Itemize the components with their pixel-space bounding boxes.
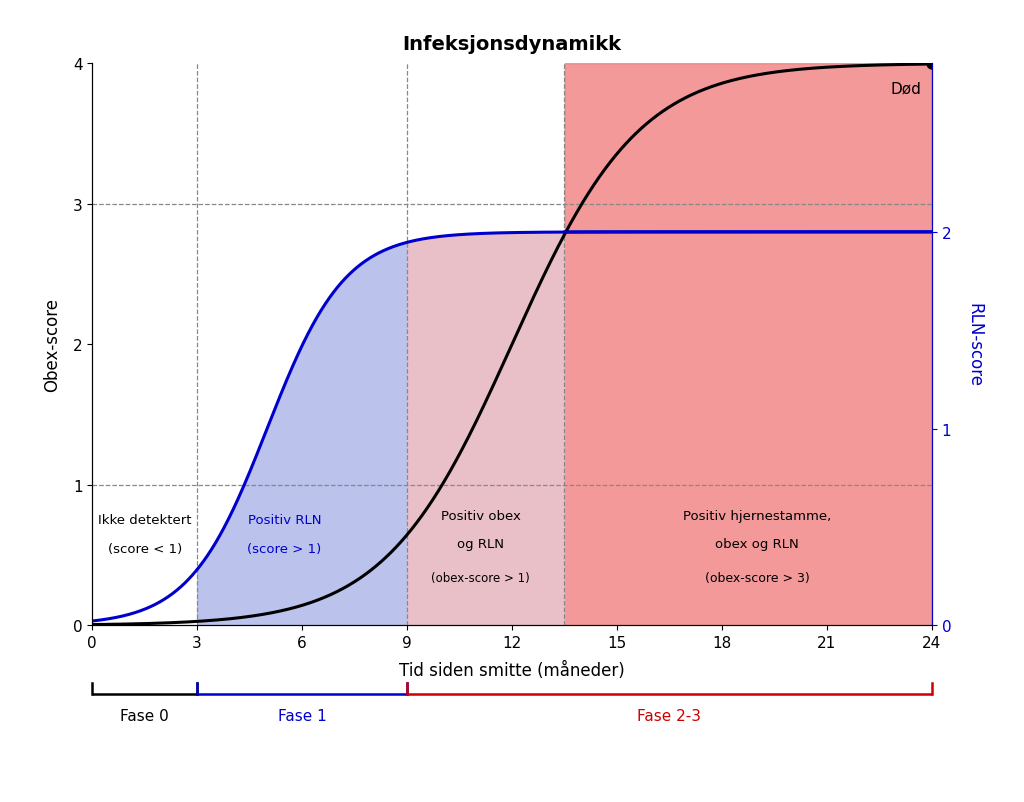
- Text: (obex-score > 3): (obex-score > 3): [705, 571, 809, 585]
- Y-axis label: Obex-score: Obex-score: [44, 298, 61, 392]
- Y-axis label: RLN-score: RLN-score: [965, 303, 983, 387]
- Text: (score < 1): (score < 1): [108, 542, 182, 555]
- Text: (obex-score > 1): (obex-score > 1): [431, 571, 529, 585]
- Text: Positiv RLN: Positiv RLN: [248, 514, 322, 527]
- Text: (score > 1): (score > 1): [248, 542, 322, 555]
- Text: Positiv obex: Positiv obex: [440, 509, 520, 523]
- Text: Ikke detektert: Ikke detektert: [98, 514, 191, 527]
- Text: Død: Død: [891, 81, 922, 96]
- X-axis label: Tid siden smitte (måneder): Tid siden smitte (måneder): [399, 662, 625, 679]
- Title: Infeksjonsdynamikk: Infeksjonsdynamikk: [402, 35, 622, 55]
- Text: Fase 0: Fase 0: [120, 708, 169, 723]
- Text: Fase 2-3: Fase 2-3: [637, 708, 701, 723]
- Text: og RLN: og RLN: [457, 537, 504, 551]
- Text: obex og RLN: obex og RLN: [715, 537, 799, 551]
- Text: Fase 1: Fase 1: [278, 708, 327, 723]
- Text: Positiv hjernestamme,: Positiv hjernestamme,: [683, 509, 831, 523]
